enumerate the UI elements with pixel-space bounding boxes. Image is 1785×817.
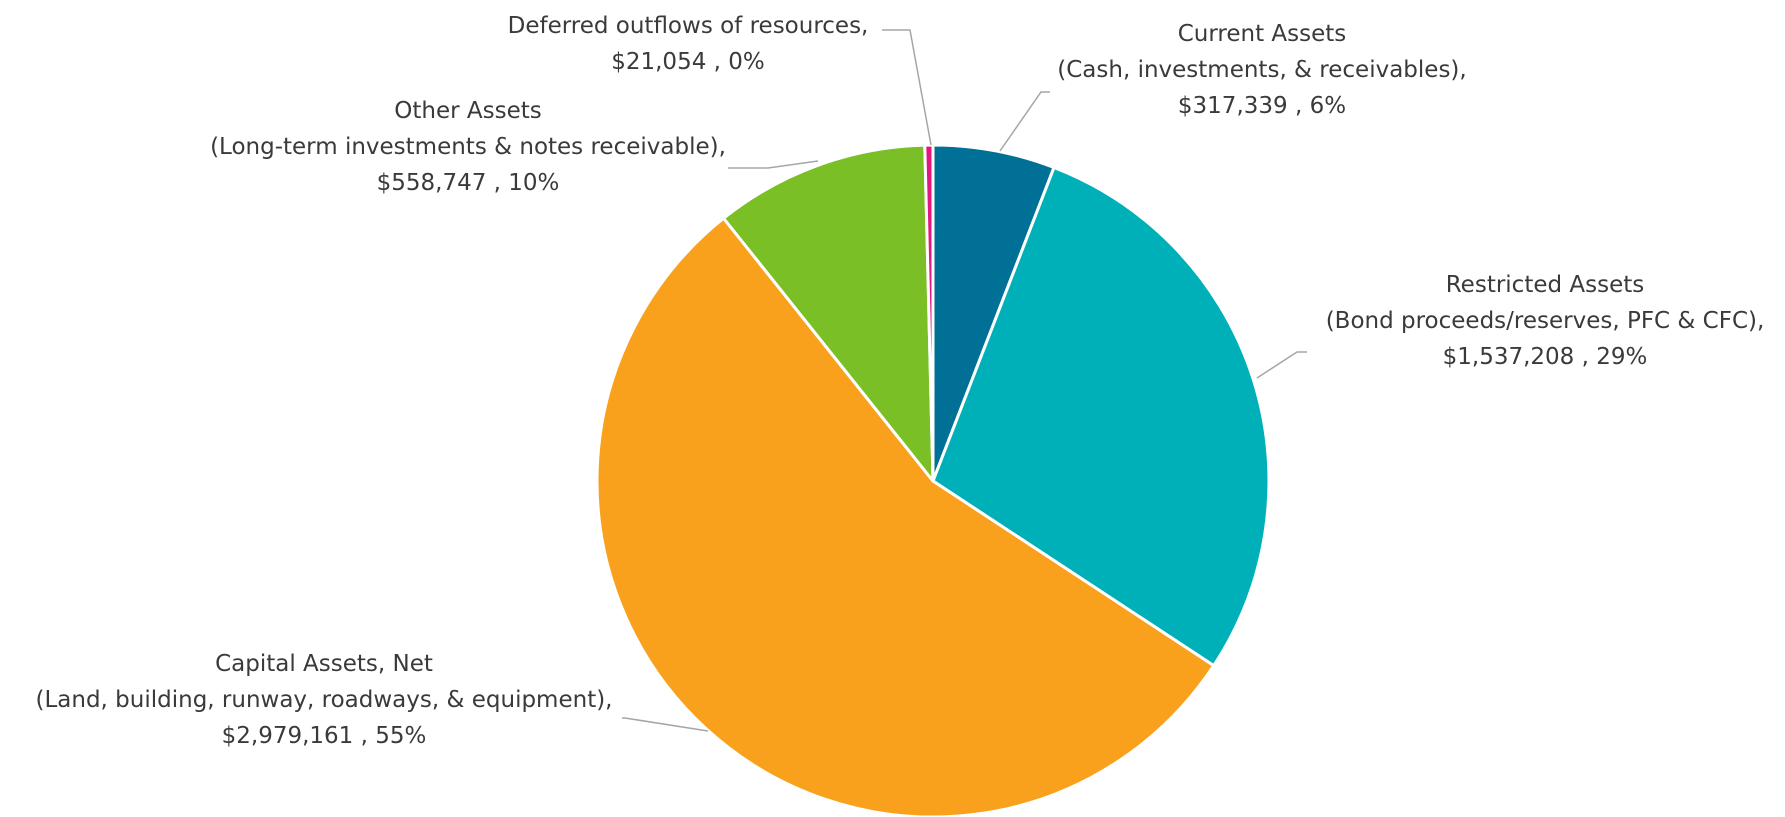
leader-line-other-assets: [728, 160, 819, 169]
label-value-current-assets: $317,339 , 6%: [1178, 93, 1346, 119]
label-detail-restricted-assets: (Bond proceeds/reserves, PFC & CFC),: [1326, 308, 1765, 334]
leader-line-capital-assets-net: [622, 717, 709, 732]
pie-slices: [595, 143, 1271, 817]
label-detail-current-assets: (Cash, investments, & receivables),: [1057, 57, 1466, 83]
leader-line-deferred-outflows: [882, 29, 932, 146]
leader-lines: [622, 29, 1307, 732]
label-detail-other-assets: (Long-term investments & notes receivabl…: [210, 134, 726, 160]
label-category-current-assets: Current Assets: [1178, 21, 1347, 47]
label-value-other-assets: $558,747 , 10%: [377, 170, 560, 196]
label-value-deferred-outflows: $21,054 , 0%: [611, 49, 765, 75]
data-label-current-assets: Current Assets (Cash, investments, & rece…: [1057, 21, 1466, 119]
pie-slice-capital-assets-net: [595, 216, 1216, 817]
data-label-other-assets: Other Assets (Long-term investments & not…: [210, 98, 726, 196]
label-category-capital-assets-net: Capital Assets, Net: [215, 651, 433, 677]
leader-line-current-assets: [999, 91, 1050, 152]
pie-slice-restricted-assets: [931, 166, 1271, 668]
label-category-deferred-outflows: Deferred outflows of resources,: [508, 13, 869, 39]
label-category-restricted-assets: Restricted Assets: [1446, 272, 1645, 298]
pie-slice-other-assets: [722, 143, 935, 483]
data-label-deferred-outflows: Deferred outflows of resources, $21,054 ,…: [508, 13, 869, 75]
leader-line-restricted-assets: [1256, 351, 1307, 379]
pie-slice-deferred-outflows: [923, 143, 935, 483]
data-label-restricted-assets: Restricted Assets (Bond proceeds/reserves…: [1326, 272, 1765, 370]
data-label-capital-assets-net: Capital Assets, Net (Land, building, runw…: [35, 651, 612, 749]
data-labels: Current Assets (Cash, investments, & rece…: [35, 13, 1764, 749]
pie-slice-current-assets: [931, 143, 1056, 483]
label-value-restricted-assets: $1,537,208 , 29%: [1443, 344, 1648, 370]
label-detail-capital-assets-net: (Land, building, runway, roadways, & equ…: [35, 687, 612, 713]
label-value-capital-assets-net: $2,979,161 , 55%: [222, 723, 427, 749]
label-category-other-assets: Other Assets: [394, 98, 541, 124]
